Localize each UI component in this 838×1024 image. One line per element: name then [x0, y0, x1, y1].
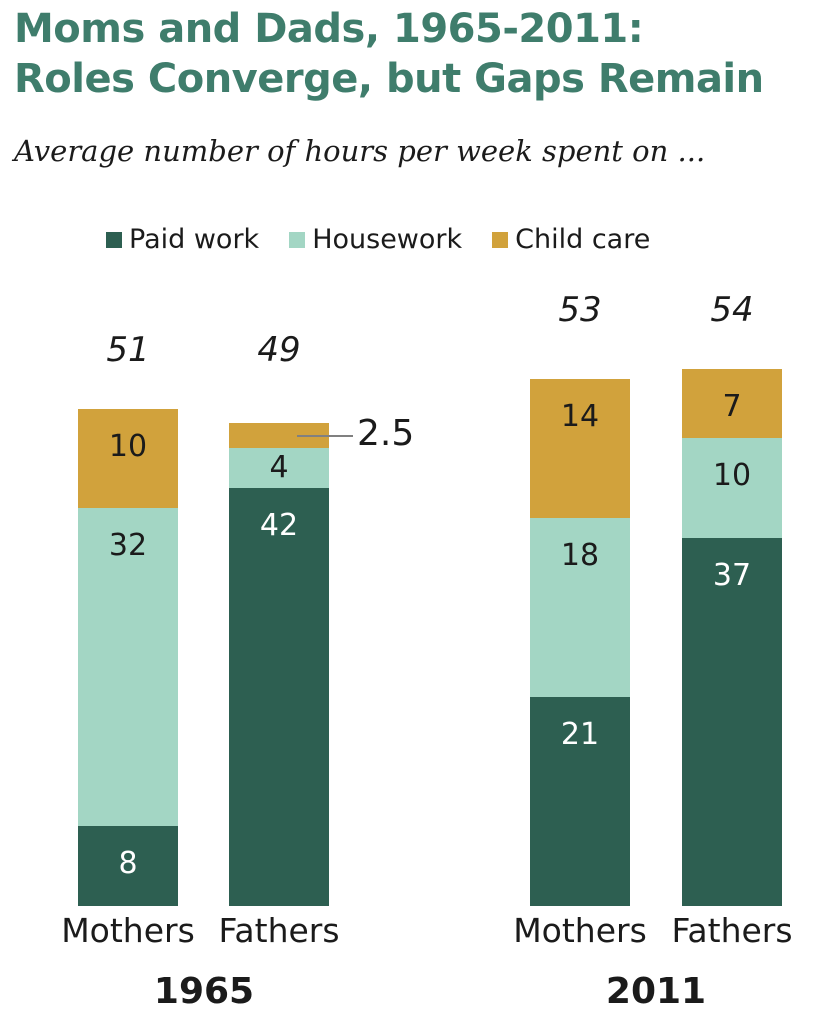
chart-title-line2: Roles Converge, but Gaps Remain: [14, 56, 764, 102]
bar-value-label: 32: [108, 528, 148, 563]
bar-segment-housework: [682, 438, 782, 538]
bar-segment-child-care: [530, 378, 630, 518]
paid-work-swatch-icon: [106, 232, 122, 248]
bar-value-label: 4: [269, 450, 289, 486]
chart-title-line1: Moms and Dads, 1965-2011:: [14, 6, 644, 52]
bar-segment-paid-work: [78, 826, 178, 906]
child-care-swatch-icon: [492, 232, 509, 248]
bar-value-label: 10: [108, 428, 148, 464]
bar-value-label: 8: [118, 846, 138, 882]
housework-swatch-icon: [289, 232, 306, 248]
bar-category-label: Fathers: [218, 911, 340, 950]
legend: Paid work Housework Child care: [106, 224, 650, 256]
legend-item-housework: Housework: [289, 224, 462, 256]
legend-label-housework: Housework: [312, 224, 463, 255]
bar-segment-paid-work: [229, 488, 329, 906]
bar-total-label: 51: [106, 329, 150, 370]
chart-title: Moms and Dads, 1965-2011: Roles Converge…: [14, 4, 824, 104]
bar-segment-paid-work: [530, 697, 630, 906]
group-year-label: 1965: [153, 971, 255, 1012]
bar-segment-housework: [78, 508, 178, 827]
bar-value-label: 18: [560, 537, 600, 573]
chart-subtitle: Average number of hours per week spent o…: [14, 134, 706, 168]
bar-segment-paid-work: [682, 537, 782, 906]
bar-total-label: 54: [710, 289, 754, 330]
callout-line: [297, 434, 353, 437]
bar-value-label: 7: [722, 388, 742, 424]
bar-category-label: Mothers: [61, 911, 195, 950]
legend-item-child-care: Child care: [492, 224, 650, 256]
bar-total-label: 49: [257, 329, 301, 370]
bar-segment-child-care: [682, 368, 782, 439]
bar-category-label: Mothers: [513, 911, 647, 950]
legend-label-child-care: Child care: [515, 224, 651, 255]
callout-value-label: 2.5: [357, 412, 415, 454]
bar-value-label: 21: [560, 717, 600, 753]
group-year-label: 2011: [605, 971, 707, 1012]
bar-value-label: 42: [259, 508, 299, 544]
bar-segment-housework: [229, 448, 329, 489]
bar-value-label: 14: [560, 398, 600, 434]
bar-segment-housework: [530, 517, 630, 698]
bar-total-label: 53: [558, 289, 602, 330]
legend-item-paid-work: Paid work: [106, 224, 259, 256]
bar-segment-child-care: [78, 408, 178, 508]
bar-value-label: 37: [712, 557, 752, 593]
bar-value-label: 10: [712, 458, 752, 494]
bar-category-label: Fathers: [671, 911, 793, 950]
legend-label-paid-work: Paid work: [129, 224, 260, 255]
